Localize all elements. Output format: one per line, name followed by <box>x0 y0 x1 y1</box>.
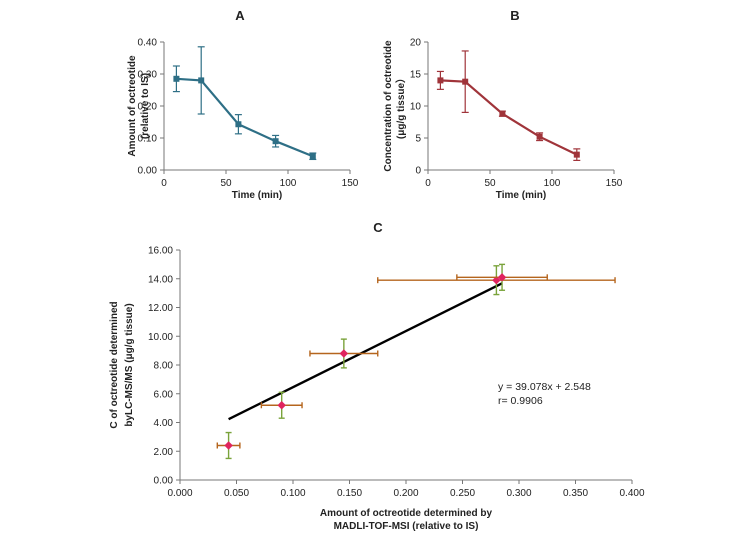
x-tick-label: 150 <box>342 178 359 189</box>
x-tick-label: 0.150 <box>337 488 362 499</box>
chart-c: C 0.00 2.00 4.00 6.00 8.00 10.00 12.00 14.00 16.0… <box>109 220 645 532</box>
y-tick-label: 10.00 <box>148 332 173 343</box>
data-point <box>198 77 205 84</box>
x-tick-label: 0.200 <box>393 488 418 499</box>
x-tick-label: 100 <box>280 178 297 189</box>
data-point <box>339 349 349 358</box>
x-tick-label: 150 <box>606 178 623 189</box>
y-axis-label: (relative to IS) <box>140 73 151 139</box>
x-tick-label: 100 <box>544 178 561 189</box>
y-tick-label: 10 <box>410 102 422 113</box>
x-tick-label: 0.300 <box>506 488 531 499</box>
y-tick-label: 0.20 <box>138 102 158 113</box>
data-point <box>573 151 580 158</box>
series-line <box>440 79 578 156</box>
y-tick-label: 0.40 <box>138 38 158 49</box>
data-point <box>499 110 506 117</box>
data-point <box>277 401 286 410</box>
data-point <box>309 153 316 160</box>
x-tick-label: 0.350 <box>563 488 588 499</box>
x-tick-label: 0 <box>161 178 167 189</box>
x-axis-label: Time (min) <box>496 190 546 201</box>
y-tick-label: 0.30 <box>138 70 158 81</box>
x-axis-label: Time (min) <box>232 190 282 201</box>
panel-label: B <box>510 8 519 23</box>
x-axis-label: Amount of octreotide determined by <box>320 508 493 519</box>
y-tick-label: 16.00 <box>148 246 173 257</box>
x-tick-label: 0.250 <box>450 488 475 499</box>
y-axis-label: Amount of octreotide <box>127 55 138 157</box>
data-point <box>462 78 469 85</box>
y-axis-label: C of octreotide determined <box>109 301 120 428</box>
x-tick-label: 0.000 <box>167 488 192 499</box>
x-tick-label: 0 <box>425 178 431 189</box>
panel-label: A <box>235 8 245 23</box>
data-point <box>224 441 233 450</box>
x-tick-label: 50 <box>484 178 496 189</box>
y-axis-label: Concentration of octreotide <box>383 40 394 172</box>
y-tick-label: 0.00 <box>154 476 174 487</box>
y-tick-label: 0.00 <box>138 166 158 177</box>
x-tick-label: 0.100 <box>280 488 305 499</box>
y-axis-label: byLC-MS/MS (μg/g tissue) <box>124 303 135 426</box>
x-tick-label: 0.400 <box>619 488 644 499</box>
panel-label: C <box>373 220 383 235</box>
x-axis-label: MADLI-TOF-MSI (relative to IS) <box>334 521 479 532</box>
y-tick-label: 2.00 <box>154 447 174 458</box>
data-point <box>235 121 242 128</box>
y-tick-label: 8.00 <box>154 361 174 372</box>
data-point <box>272 138 279 145</box>
y-tick-label: 4.00 <box>154 418 174 429</box>
y-tick-label: 14.00 <box>148 274 173 285</box>
y-axis-label: (μg/g tissue） <box>394 73 407 139</box>
y-tick-label: 0.10 <box>138 134 158 145</box>
data-point <box>492 275 501 285</box>
chart-b: B 0 5 10 15 20 0 50 100 150 Concentration of octre… <box>383 8 623 201</box>
annotation: r= 0.9906 <box>498 395 543 407</box>
annotation: y = 39.078x + 2.548 <box>498 381 591 393</box>
data-point <box>173 75 180 82</box>
y-tick-label: 20 <box>410 38 422 49</box>
y-tick-label: 6.00 <box>154 389 174 400</box>
x-tick-label: 0.050 <box>224 488 249 499</box>
x-tick-label: 50 <box>220 178 232 189</box>
data-point <box>437 77 444 84</box>
y-tick-label: 5 <box>415 134 421 145</box>
y-tick-label: 15 <box>410 70 422 81</box>
y-tick-label: 12.00 <box>148 303 173 314</box>
data-point <box>497 273 507 282</box>
regression-line <box>228 282 503 421</box>
data-point <box>536 133 543 140</box>
series-line <box>176 77 314 158</box>
y-tick-label: 0 <box>415 166 421 177</box>
chart-a: A 0.00 0.10 0.20 0.30 0.40 0 50 100 150 Amount of … <box>127 8 359 201</box>
